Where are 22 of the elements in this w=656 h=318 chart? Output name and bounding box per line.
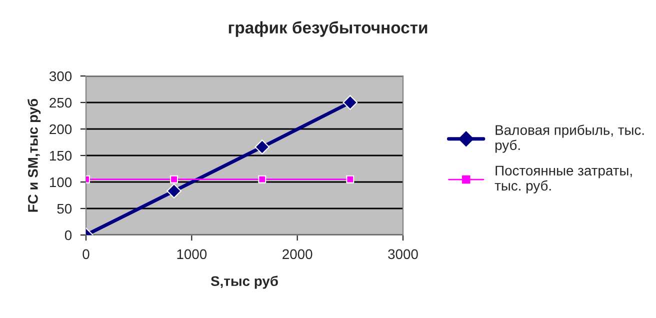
y-tick-label: 100 xyxy=(50,177,72,188)
x-tick-label: 1000 xyxy=(177,249,207,260)
point xyxy=(170,175,178,184)
point xyxy=(254,140,270,154)
x-tick-label: 3000 xyxy=(388,249,418,260)
y-tick-label: 200 xyxy=(50,124,72,134)
x-tick-label: 0 xyxy=(82,249,90,260)
y-tick-label: 250 xyxy=(50,98,72,108)
point xyxy=(258,175,266,184)
y-tick-label: 150 xyxy=(50,150,72,161)
x-axis-title: S,тыс руб xyxy=(210,276,278,289)
y-tick-label: 300 xyxy=(49,71,72,82)
point xyxy=(346,175,354,184)
y-tick-label: 0 xyxy=(64,230,72,240)
legend-label: Валовая прибыль, тыс. руб. xyxy=(495,124,644,153)
x-tick-label: 2000 xyxy=(282,249,312,260)
chart-title: график безубыточности xyxy=(228,21,428,37)
y-tick-label: 50 xyxy=(57,204,72,214)
legend-label: Постоянные затраты, тыс. руб. xyxy=(494,166,632,194)
point xyxy=(166,184,182,198)
y-axis-title: FC и SM,тыс руб xyxy=(28,98,41,212)
point xyxy=(342,95,358,110)
